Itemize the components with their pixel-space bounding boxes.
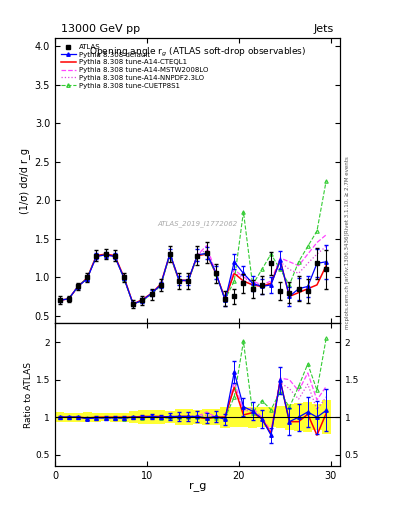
- Text: ATLAS_2019_I1772062: ATLAS_2019_I1772062: [157, 220, 238, 227]
- Y-axis label: Ratio to ATLAS: Ratio to ATLAS: [24, 361, 33, 428]
- Text: Rivet 3.1.10, ≥ 2.7M events: Rivet 3.1.10, ≥ 2.7M events: [345, 156, 350, 233]
- X-axis label: r_g: r_g: [189, 482, 206, 492]
- Text: mcplots.cern.ch [arXiv:1306.3436]: mcplots.cern.ch [arXiv:1306.3436]: [345, 234, 350, 329]
- Text: Opening angle r$_g$ (ATLAS soft-drop observables): Opening angle r$_g$ (ATLAS soft-drop obs…: [89, 46, 306, 59]
- Text: 13000 GeV pp: 13000 GeV pp: [61, 24, 140, 34]
- Y-axis label: (1/σ) dσ/d r_g: (1/σ) dσ/d r_g: [20, 148, 31, 214]
- Legend: ATLAS, Pythia 8.308 default, Pythia 8.308 tune-A14-CTEQL1, Pythia 8.308 tune-A14: ATLAS, Pythia 8.308 default, Pythia 8.30…: [59, 42, 210, 91]
- Text: Jets: Jets: [314, 24, 334, 34]
